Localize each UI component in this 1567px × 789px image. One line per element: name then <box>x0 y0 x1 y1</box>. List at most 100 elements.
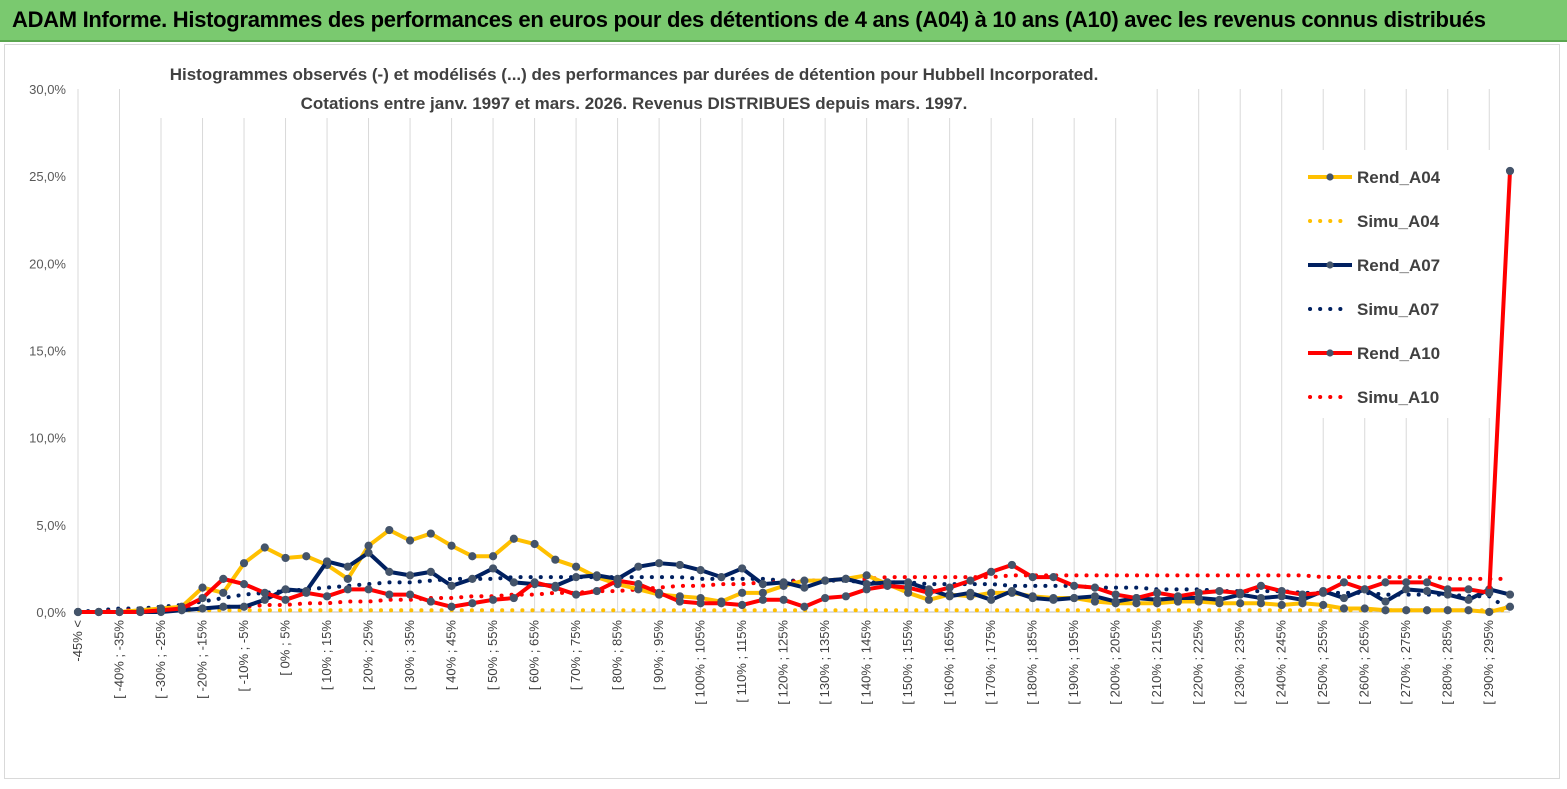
data-point-Rend_A10 <box>738 600 747 610</box>
data-point-Rend_A10 <box>1381 578 1390 587</box>
data-point-Rend_A10 <box>1360 585 1369 594</box>
data-point-Rend_A10 <box>385 590 394 599</box>
report-banner: ADAM Informe. Histogrammes des performan… <box>0 0 1567 42</box>
data-point-Rend_A10 <box>883 581 892 590</box>
data-point-Rend_A10 <box>655 588 664 597</box>
data-point-Rend_A10 <box>1464 585 1473 594</box>
data-point-Rend_A04 <box>1277 600 1286 610</box>
data-point-Rend_A10 <box>1007 560 1017 570</box>
legend-marker <box>1326 349 1334 357</box>
data-point-Rend_A07 <box>779 578 788 587</box>
data-point-Rend_A07 <box>405 571 415 580</box>
data-point-Rend_A10 <box>198 593 207 603</box>
x-tick-label: [ 200% ; 205% <box>1108 620 1123 705</box>
legend-label: Simu_A07 <box>1357 300 1439 319</box>
data-point-Rend_A07 <box>219 602 228 611</box>
chart-title-line1: Histogrammes observés (-) et modélisés (… <box>170 65 1099 84</box>
data-point-Rend_A04 <box>1505 602 1515 611</box>
x-tick-label: -45% < <box>70 620 85 662</box>
data-point-Rend_A10 <box>1319 588 1328 597</box>
data-point-Rend_A10 <box>1277 586 1286 596</box>
data-point-Rend_A10 <box>1443 585 1452 594</box>
x-tick-label: [ 230% ; 235% <box>1232 620 1247 705</box>
data-point-Rend_A10 <box>509 593 518 603</box>
data-point-Rend_A04 <box>924 595 933 604</box>
data-point-Rend_A10 <box>1132 593 1141 603</box>
data-point-Rend_A07 <box>1090 592 1100 601</box>
data-point-Rend_A04 <box>1402 606 1411 615</box>
data-point-Rend_A04 <box>405 536 415 545</box>
x-tick-label: [ 240% ; 245% <box>1274 620 1289 705</box>
data-point-Rend_A04 <box>571 562 581 571</box>
y-tick-label: 10,0% <box>29 431 66 446</box>
data-point-Rend_A10 <box>675 597 684 606</box>
data-point-Rend_A10 <box>322 592 332 601</box>
data-point-Rend_A04 <box>447 541 456 550</box>
x-tick-label: [ 170% ; 175% <box>983 620 998 705</box>
report-title: ADAM Informe. Histogrammes des performan… <box>12 7 1486 32</box>
data-point-Rend_A04 <box>1464 606 1473 615</box>
x-tick-label: [ 40% ; 45% <box>444 620 459 691</box>
data-point-Rend_A10 <box>1236 588 1245 597</box>
data-point-Rend_A10 <box>571 590 581 599</box>
data-point-Rend_A10 <box>260 588 269 597</box>
series-layer <box>73 166 1515 617</box>
x-tick-label: [ 60% ; 65% <box>527 620 542 691</box>
data-point-Rend_A10 <box>530 578 539 587</box>
data-point-Rend_A07 <box>468 574 477 583</box>
data-point-Rend_A10 <box>1028 573 1037 582</box>
data-point-Rend_A04 <box>800 576 809 585</box>
data-point-Rend_A04 <box>551 555 560 564</box>
legend-item-Rend_A04: Rend_A04 <box>1308 168 1441 187</box>
data-point-Rend_A07 <box>1153 595 1162 604</box>
data-point-Rend_A04 <box>468 552 477 561</box>
data-point-Rend_A04 <box>987 588 996 597</box>
data-point-Rend_A04 <box>302 552 311 561</box>
legend-marker <box>1326 173 1334 181</box>
data-point-Rend_A04 <box>530 539 539 549</box>
data-point-Rend_A10 <box>1215 586 1224 596</box>
legend-label: Simu_A04 <box>1357 212 1440 231</box>
data-point-Rend_A07 <box>239 602 249 611</box>
data-point-Rend_A07 <box>1464 595 1473 604</box>
data-point-Rend_A04 <box>738 588 747 597</box>
data-point-Rend_A10 <box>924 588 933 597</box>
legend-item-Rend_A07: Rend_A07 <box>1308 256 1440 275</box>
data-point-Rend_A07 <box>987 595 996 604</box>
x-tick-label: [ 20% ; 25% <box>361 620 376 691</box>
legend-label: Rend_A10 <box>1357 344 1440 363</box>
series-line-Simu_A04 <box>76 608 1512 614</box>
data-point-Rend_A07 <box>447 581 456 590</box>
x-tick-label: [ 160% ; 165% <box>942 620 957 705</box>
data-point-Rend_A10 <box>1173 592 1183 601</box>
x-tick-label: [ 80% ; 85% <box>610 620 625 691</box>
data-point-Rend_A10 <box>1505 166 1515 176</box>
data-point-Rend_A10 <box>551 583 560 592</box>
data-point-Rend_A10 <box>1111 590 1120 599</box>
data-point-Rend_A07 <box>509 578 518 587</box>
x-tick-label: [ 280% ; 285% <box>1440 620 1455 705</box>
data-point-Rend_A07 <box>571 573 581 582</box>
x-tick-label: [ 0% ; 5% <box>278 620 293 676</box>
data-point-Rend_A10 <box>94 607 103 617</box>
data-point-Rend_A04 <box>364 541 373 550</box>
x-tick-label: [ 10% ; 15% <box>319 620 334 691</box>
data-point-Rend_A07 <box>1111 597 1120 606</box>
x-tick-label: [ 90% ; 95% <box>651 620 666 691</box>
data-point-Rend_A10 <box>800 602 809 611</box>
data-point-Rend_A07 <box>1215 595 1224 604</box>
legend-item-Simu_A07: Simu_A07 <box>1308 300 1439 319</box>
data-point-Rend_A04 <box>198 583 207 592</box>
series-line-Rend_A07 <box>78 550 1511 614</box>
data-point-Rend_A07 <box>1007 586 1017 596</box>
data-point-Rend_A10 <box>862 585 871 594</box>
data-point-Rend_A10 <box>136 607 145 617</box>
data-point-Rend_A07 <box>800 583 809 592</box>
data-point-Rend_A10 <box>1049 573 1058 582</box>
data-point-Rend_A07 <box>655 559 664 568</box>
data-point-Rend_A07 <box>281 585 290 594</box>
x-tick-label: [ 110% ; 115% <box>734 620 749 703</box>
data-point-Rend_A04 <box>758 588 767 597</box>
data-point-Rend_A10 <box>426 597 435 606</box>
x-tick-label: [ 140% ; 145% <box>859 620 874 705</box>
